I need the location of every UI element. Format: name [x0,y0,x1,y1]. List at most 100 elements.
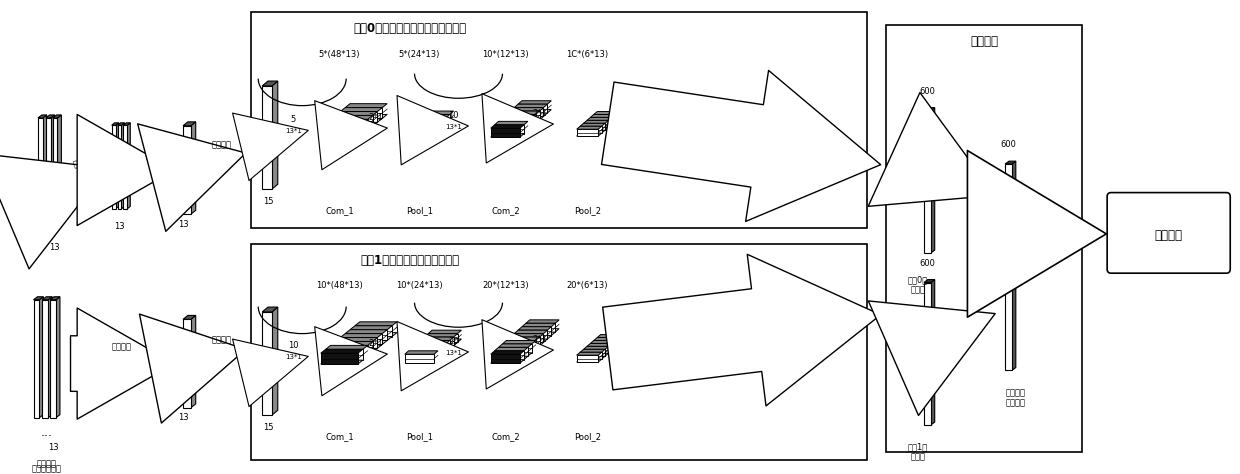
Polygon shape [587,118,611,120]
Polygon shape [584,127,609,130]
Polygon shape [404,351,438,354]
Polygon shape [335,341,372,352]
Polygon shape [515,113,547,117]
Text: 15: 15 [263,423,273,432]
Polygon shape [590,118,611,124]
Polygon shape [598,337,619,345]
Text: 全局时间序列: 全局时间序列 [31,465,61,474]
Polygon shape [522,332,556,336]
Polygon shape [511,334,543,337]
Polygon shape [577,352,601,355]
Text: 600: 600 [920,259,935,268]
Text: Pool_1: Pool_1 [405,206,433,215]
Polygon shape [931,280,935,425]
Polygon shape [515,104,547,108]
Text: 13: 13 [48,243,60,252]
Polygon shape [511,111,539,120]
Text: Pool_2: Pool_2 [574,206,601,215]
Text: 20*(12*13): 20*(12*13) [482,281,528,290]
Polygon shape [424,334,458,337]
Polygon shape [511,342,543,346]
Polygon shape [331,119,367,130]
Polygon shape [924,110,931,253]
Text: 13: 13 [177,413,188,422]
Polygon shape [924,283,931,425]
Polygon shape [321,349,363,353]
Polygon shape [590,115,615,118]
Polygon shape [355,333,397,337]
Polygon shape [321,360,363,364]
Polygon shape [413,121,441,130]
Polygon shape [502,340,536,344]
FancyBboxPatch shape [1107,192,1230,273]
Polygon shape [33,297,43,300]
Polygon shape [33,300,40,418]
Polygon shape [590,121,615,124]
Polygon shape [124,123,130,125]
Polygon shape [506,115,536,123]
Polygon shape [580,352,601,359]
Text: 15: 15 [263,197,273,206]
Text: 600: 600 [1001,140,1017,149]
Polygon shape [184,319,191,408]
Polygon shape [50,300,56,418]
Polygon shape [502,344,532,353]
Polygon shape [124,125,128,209]
Polygon shape [40,297,43,418]
Text: 2*1: 2*1 [532,109,547,118]
Polygon shape [594,118,619,121]
Polygon shape [115,123,119,209]
Polygon shape [491,354,520,363]
Polygon shape [495,347,528,351]
Polygon shape [577,129,598,136]
Text: 13*1: 13*1 [285,354,301,360]
Polygon shape [420,120,454,123]
Polygon shape [526,328,559,332]
Polygon shape [491,134,525,137]
Polygon shape [584,123,605,130]
Polygon shape [350,330,387,340]
Polygon shape [417,349,450,353]
Text: 13: 13 [48,443,58,452]
Polygon shape [184,122,196,126]
Polygon shape [417,344,446,353]
Polygon shape [331,116,372,119]
Polygon shape [498,118,532,121]
Polygon shape [495,351,525,360]
Polygon shape [420,340,450,349]
Polygon shape [42,297,52,300]
Text: 60: 60 [160,174,171,183]
Polygon shape [515,339,547,342]
Polygon shape [345,330,387,334]
Text: 5*(24*13): 5*(24*13) [399,50,440,59]
Polygon shape [590,340,615,344]
Text: Com_1: Com_1 [325,206,353,215]
Polygon shape [191,122,196,214]
Polygon shape [506,120,539,123]
Polygon shape [518,327,552,330]
Polygon shape [52,118,57,226]
Polygon shape [495,125,525,134]
Polygon shape [506,111,539,115]
Polygon shape [335,116,372,126]
Polygon shape [522,327,552,336]
Polygon shape [262,312,272,415]
Text: 10: 10 [449,111,459,120]
Text: 10*(12*13): 10*(12*13) [482,50,528,59]
Text: ...: ... [40,426,52,439]
Polygon shape [409,125,438,134]
Polygon shape [404,354,434,363]
Polygon shape [409,347,441,351]
Text: 60: 60 [249,141,260,150]
Polygon shape [511,108,543,111]
Polygon shape [52,115,62,118]
Text: 通道0：关注区域时间序列卷积池化: 通道0：关注区域时间序列卷积池化 [353,22,466,35]
Polygon shape [321,353,358,364]
Polygon shape [580,349,605,352]
Polygon shape [498,347,528,356]
Text: 20: 20 [449,337,459,346]
Polygon shape [502,349,536,353]
Polygon shape [38,118,43,226]
Polygon shape [515,108,543,117]
Text: 10*(24*13): 10*(24*13) [396,281,443,290]
